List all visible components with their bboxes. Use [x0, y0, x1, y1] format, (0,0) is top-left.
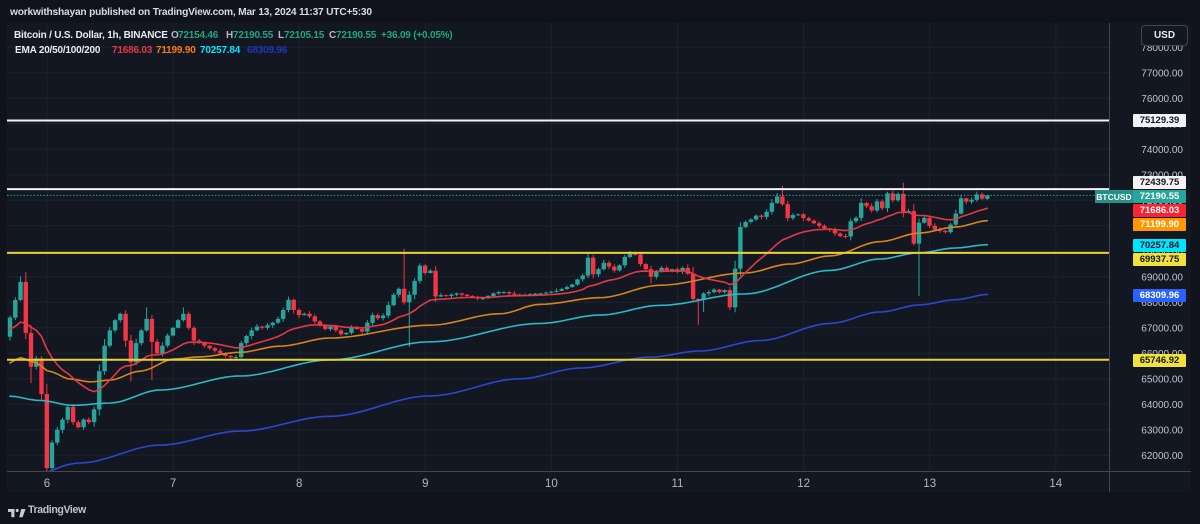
- svg-text:12: 12: [797, 478, 810, 490]
- svg-text:70000.00: 70000.00: [1141, 247, 1183, 258]
- svg-text:10: 10: [545, 478, 558, 490]
- svg-text:65000.00: 65000.00: [1141, 374, 1183, 385]
- svg-text:78000.00: 78000.00: [1141, 43, 1183, 54]
- svg-text:69000.00: 69000.00: [1141, 272, 1183, 283]
- svg-text:74000.00: 74000.00: [1141, 145, 1183, 156]
- svg-text:11: 11: [672, 478, 684, 490]
- svg-text:63000.00: 63000.00: [1141, 425, 1183, 436]
- svg-text:64000.00: 64000.00: [1141, 400, 1183, 411]
- svg-text:77000.00: 77000.00: [1141, 68, 1183, 79]
- svg-text:76000.00: 76000.00: [1141, 94, 1183, 105]
- svg-text:14: 14: [1049, 478, 1062, 490]
- svg-text:68000.00: 68000.00: [1141, 298, 1183, 309]
- svg-text:73000.00: 73000.00: [1141, 170, 1183, 181]
- svg-text:67000.00: 67000.00: [1141, 323, 1183, 334]
- svg-text:9: 9: [422, 478, 428, 490]
- svg-text:7: 7: [170, 478, 176, 490]
- svg-text:8: 8: [296, 478, 302, 490]
- svg-text:62000.00: 62000.00: [1141, 451, 1183, 462]
- svg-text:13: 13: [923, 478, 936, 490]
- svg-text:6: 6: [44, 478, 50, 490]
